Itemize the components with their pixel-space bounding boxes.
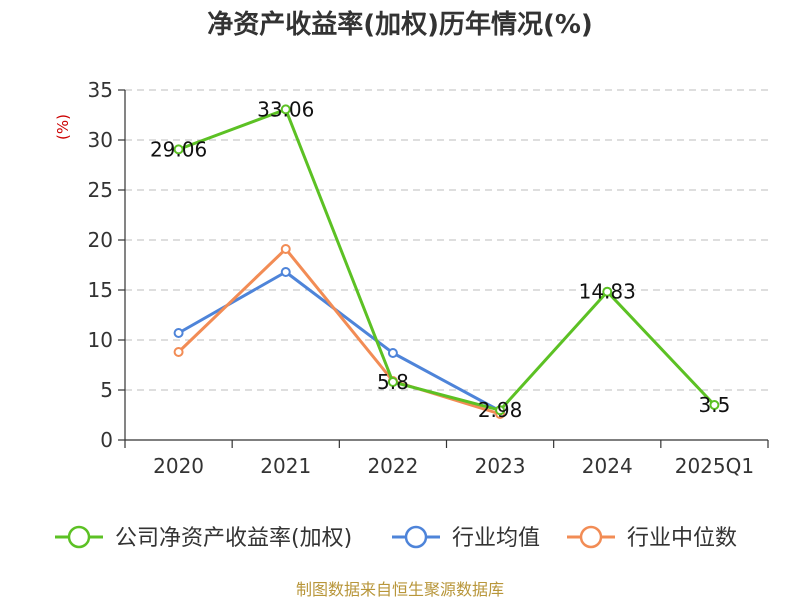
series-0-point-2021 xyxy=(280,104,291,115)
series-1-point-2022 xyxy=(387,348,398,358)
y-tick-label-20: 20 xyxy=(88,228,113,252)
x-tick-label-2023: 2023 xyxy=(475,454,526,478)
y-tick-label-35: 35 xyxy=(88,78,113,102)
y-tick-label-5: 5 xyxy=(100,378,113,402)
series-line-2 xyxy=(177,247,502,416)
chart-title: 净资产收益率(加权)历年情况(%) xyxy=(207,9,593,40)
legend-item-0: 公司净资产收益率(加权) xyxy=(55,525,352,551)
legend-label: 行业中位数 xyxy=(627,526,737,551)
data-label-2023: 2.98 xyxy=(478,398,523,422)
x-tick-label-2024: 2024 xyxy=(582,454,633,478)
series-line-0 xyxy=(177,107,716,412)
series-0-point-2023 xyxy=(495,405,506,416)
legend-item-1: 行业均值 xyxy=(392,525,540,551)
legend-marker xyxy=(67,525,91,549)
series-0-point-2024 xyxy=(602,286,613,297)
series-0-point-2022 xyxy=(387,377,398,387)
y-tick-label-10: 10 xyxy=(88,328,113,352)
series-layer xyxy=(173,104,720,419)
legend-marker xyxy=(404,525,428,549)
series-0-point-2025Q1 xyxy=(709,400,720,410)
data-label-2025Q1: 3.5 xyxy=(699,393,731,417)
series-0-point-2020 xyxy=(173,144,184,155)
legend-item-2: 行业中位数 xyxy=(567,525,737,551)
data-label-2021: 33.06 xyxy=(257,97,314,121)
x-tick-label-2022: 2022 xyxy=(367,454,418,478)
y-tick-label-30: 30 xyxy=(88,128,113,152)
source-footer: 制图数据来自恒生聚源数据库 xyxy=(296,580,504,599)
data-labels: 29.06 33.06 5.8 2.98 14.83 3.5 xyxy=(150,97,730,422)
data-label-2020: 29.06 xyxy=(150,137,207,161)
legend: 公司净资产收益率(加权) 行业均值 行业中位数 xyxy=(55,525,737,551)
y-axis-unit-label: (%) xyxy=(54,114,72,140)
data-label-2022: 5.8 xyxy=(377,370,409,394)
x-tick-label-2021: 2021 xyxy=(260,454,311,478)
axes: 0 5 10 15 20 25 30 35 2020 2021 2022 2023 2024 2025Q1 xyxy=(88,78,769,478)
legend-marker xyxy=(579,525,603,549)
series-2-point-2020 xyxy=(173,347,184,357)
y-tick-label-0: 0 xyxy=(100,428,113,452)
x-tick-label-2025Q1: 2025Q1 xyxy=(675,454,754,478)
series-1-point-2020 xyxy=(173,328,184,338)
series-1-point-2021 xyxy=(280,267,291,277)
y-tick-label-15: 15 xyxy=(88,278,113,302)
data-label-2024: 14.83 xyxy=(579,280,636,304)
series-2-point-2021 xyxy=(280,244,291,254)
y-tick-label-25: 25 xyxy=(88,178,113,202)
x-tick-label-2020: 2020 xyxy=(153,454,204,478)
legend-label: 行业均值 xyxy=(452,526,540,551)
legend-label: 公司净资产收益率(加权) xyxy=(115,526,352,551)
